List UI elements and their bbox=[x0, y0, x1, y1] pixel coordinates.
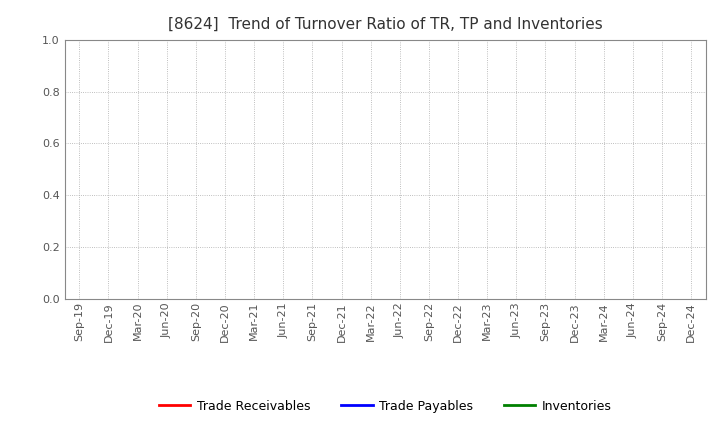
Legend: Trade Receivables, Trade Payables, Inventories: Trade Receivables, Trade Payables, Inven… bbox=[154, 395, 616, 418]
Title: [8624]  Trend of Turnover Ratio of TR, TP and Inventories: [8624] Trend of Turnover Ratio of TR, TP… bbox=[168, 16, 603, 32]
